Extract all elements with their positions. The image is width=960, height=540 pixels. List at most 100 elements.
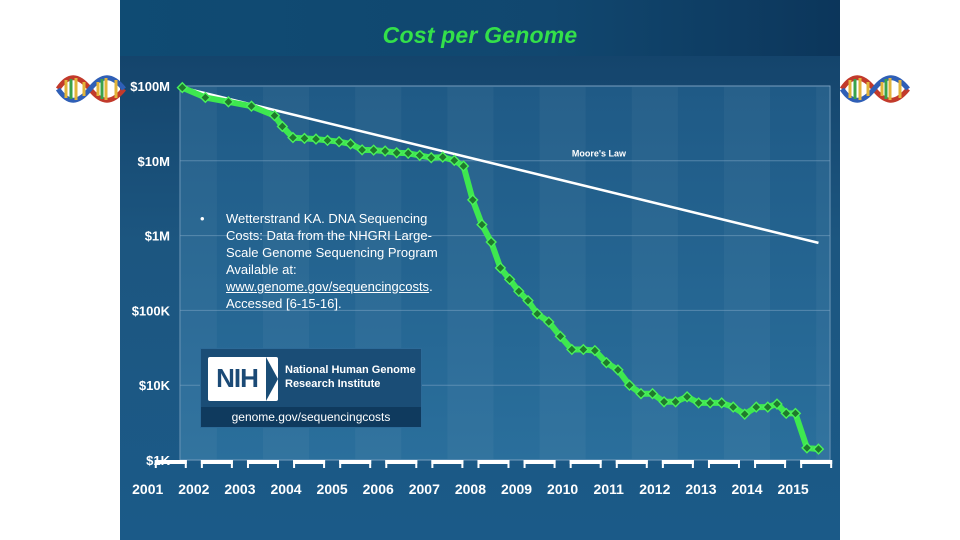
cost-point — [612, 364, 624, 376]
x-tick-label: 2003 — [224, 481, 255, 497]
x-tick-mark — [569, 460, 572, 468]
nih-logo-arrow-icon — [266, 357, 278, 401]
x-tick-mark — [369, 460, 372, 468]
plot-band — [723, 87, 771, 459]
citation-link[interactable]: www.genome.gov/sequencingcosts — [226, 279, 430, 294]
cost-point — [425, 151, 438, 164]
cost-point — [635, 387, 647, 400]
x-tick-mark — [477, 460, 480, 468]
cost-point — [738, 408, 751, 420]
x-tick-mark — [200, 460, 203, 468]
cost-point — [704, 397, 716, 409]
cost-point — [457, 160, 470, 172]
cost-point — [513, 285, 525, 298]
cost-point — [658, 396, 670, 408]
cost-point — [771, 398, 783, 410]
x-tick-bar — [707, 460, 740, 464]
cost-point — [503, 273, 516, 286]
x-tick-bar — [569, 460, 602, 464]
cost-point — [245, 100, 258, 112]
cost-point — [531, 308, 544, 320]
x-tick-mark — [691, 460, 694, 468]
x-tick-bar — [523, 460, 556, 464]
x-tick-mark — [293, 460, 296, 468]
cost-point — [298, 132, 311, 145]
cost-point — [476, 218, 488, 231]
x-tick-bar — [431, 460, 464, 464]
cost-point — [589, 344, 601, 357]
x-tick-mark — [830, 460, 833, 468]
x-tick-label: 2004 — [270, 481, 301, 497]
x-tick-bar — [754, 460, 787, 464]
y-tick-label: $100K — [132, 303, 171, 318]
title-band — [120, 0, 840, 56]
moores-law-line — [182, 86, 819, 245]
cost-point — [812, 443, 825, 455]
nih-url: genome.gov/sequencingcosts — [201, 407, 421, 427]
cost-point — [448, 154, 461, 167]
x-tick-mark — [661, 460, 664, 468]
x-tick-label: 2001 — [132, 481, 163, 497]
moores-law-label: Moore's Law — [572, 148, 627, 158]
x-tick-mark — [431, 460, 434, 468]
cost-point — [543, 316, 555, 328]
cost-point — [801, 442, 813, 454]
cost-point — [402, 147, 414, 160]
x-tick-label: 2014 — [731, 481, 762, 497]
x-tick-mark — [615, 460, 618, 468]
cost-point — [485, 236, 497, 248]
cost-point — [310, 133, 322, 145]
slide-title: Cost per Genome — [382, 22, 578, 48]
cost-point — [379, 145, 391, 157]
cost-point — [522, 294, 534, 307]
x-tick-label: 2006 — [363, 481, 394, 497]
cost-point — [199, 91, 212, 104]
dna-helix-right-icon — [840, 75, 910, 103]
cost-point — [268, 109, 281, 122]
x-tick-bar — [154, 460, 187, 464]
cost-point — [436, 151, 449, 163]
cost-point — [715, 397, 728, 409]
x-tick-label: 2005 — [317, 481, 348, 497]
dna-helix-left-icon — [56, 75, 126, 103]
x-tick-label: 2002 — [178, 481, 209, 497]
cost-point — [566, 343, 578, 356]
x-tick-mark — [645, 460, 648, 468]
y-tick-label: $10M — [137, 154, 170, 169]
x-tick-mark — [754, 460, 757, 468]
x-tick-label: 2015 — [778, 481, 809, 497]
cost-point — [692, 397, 705, 409]
x-tick-mark — [230, 460, 233, 468]
x-tick-mark — [184, 460, 187, 468]
cost-point — [333, 135, 345, 148]
cost-point — [750, 401, 763, 413]
nih-logo-box: NIH National Human Genome Research Insti… — [200, 348, 422, 428]
x-tick-mark — [784, 460, 787, 468]
cost-point — [600, 356, 613, 369]
x-tick-bar — [477, 460, 510, 464]
cost-point — [761, 401, 774, 413]
citation-body: Wetterstrand KA. DNA Sequencing Costs: D… — [226, 211, 438, 277]
cost-point — [577, 343, 590, 356]
cost-point — [276, 120, 289, 133]
x-tick-mark — [461, 460, 464, 468]
cost-point — [466, 194, 479, 206]
plot-band — [816, 87, 829, 459]
y-tick-label: $10K — [139, 378, 171, 393]
nih-logo: NIH — [208, 357, 278, 401]
x-tick-mark — [599, 460, 602, 468]
x-tick-bar — [385, 460, 418, 464]
cost-point — [287, 131, 299, 144]
x-tick-label: 2007 — [409, 481, 440, 497]
y-tick-label: $1M — [145, 229, 170, 244]
x-tick-bar — [339, 460, 372, 464]
x-tick-label: 2010 — [547, 481, 578, 497]
x-tick-label: 2013 — [685, 481, 716, 497]
x-tick-bar — [661, 460, 694, 464]
x-tick-mark — [339, 460, 342, 468]
cost-point — [356, 144, 368, 156]
x-tick-mark — [507, 460, 510, 468]
nih-logo-letters: NIH — [216, 363, 259, 393]
y-tick-label: $100M — [130, 79, 170, 94]
